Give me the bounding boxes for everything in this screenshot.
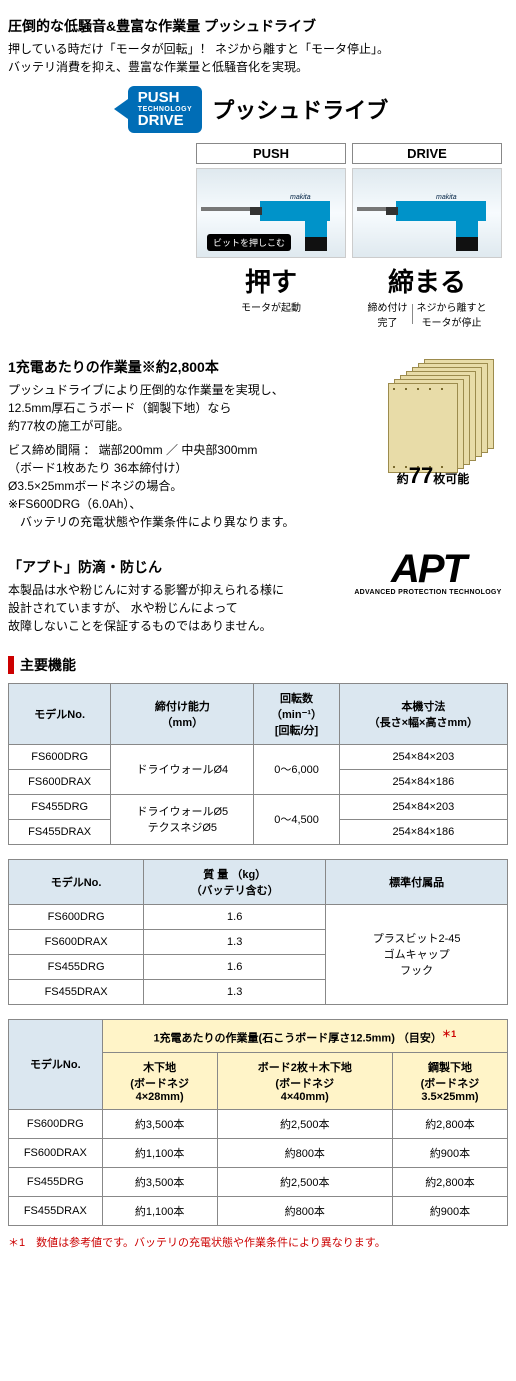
specs-table-1: モデルNo. 締付け能力 （mm） 回転数 （min⁻¹） [回転/分] 本機寸… — [8, 683, 508, 845]
push-sub: モータが起動 — [196, 299, 346, 314]
t3-h-model: モデルNo. — [9, 1019, 103, 1109]
t2-h1: 質 量 （kg） （バッテリ含む） — [144, 859, 326, 904]
table-row: FS600DRAX 約1,100本 約800本 約900本 — [9, 1138, 508, 1167]
svg-text:makita: makita — [436, 194, 457, 201]
work-body2: ビス締め間隔 ： 端部200mm ／ 中央部300mm （ボード1枚あたり 36… — [8, 441, 350, 531]
push-drive-logo: PUSH TECHNOLOGY DRIVE — [128, 86, 202, 133]
table-row: FS455DRG 約3,500本 約2,500本 約2,800本 — [9, 1167, 508, 1196]
table-row: FS455DRG ドライウォールØ5 テクスネジØ5 0～4,500 254×8… — [9, 794, 508, 819]
intro-text: 押している時だけ「モータが回転」！ ネジから離すと「モータ停止」。 バッテリ消費… — [8, 40, 508, 76]
t3-sh2: 鋼製下地 (ボードネジ 3.5×25mm) — [392, 1052, 507, 1109]
accessory-cell: プラスビット2-45 ゴムキャップ フック — [326, 904, 508, 1004]
push-drill-image: makita ビットを押しこむ — [196, 168, 346, 258]
push-caption: ビットを押しこむ — [207, 234, 291, 251]
apt-body: 本製品は水や粉じんに対する影響が抑えられる様に 設計されていますが、 水や粉じん… — [8, 581, 340, 635]
intro-title: 圧倒的な低騒音&豊富な作業量 プッシュドライブ — [8, 16, 508, 36]
apt-logo-main: APT — [348, 549, 508, 589]
t1-h2: 回転数 （min⁻¹） [回転/分] — [254, 683, 339, 744]
t1-h3: 本機寸法 （長さ×幅×高さmm） — [339, 683, 507, 744]
push-label: PUSH — [196, 143, 346, 164]
table-row: FS455DRAX 約1,100本 約800本 約900本 — [9, 1196, 508, 1225]
push-drive-title: プッシュドライブ — [212, 93, 388, 125]
table-row: FS600DRG 1.6 プラスビット2-45 ゴムキャップ フック — [9, 904, 508, 929]
drive-sub2: ネジから離すと モータが停止 — [417, 299, 487, 329]
drive-sub: 締め付け 完了 ネジから離すと モータが停止 — [352, 299, 502, 329]
pd-logo-drive: DRIVE — [138, 113, 192, 129]
t1-h0: モデルNo. — [9, 683, 111, 744]
t2-h2: 標準付属品 — [326, 859, 508, 904]
push-col: PUSH makita ビットを押しこむ 押す モータが起動 — [196, 143, 346, 329]
drive-sub1: 締め付け 完了 — [368, 299, 408, 329]
t1-h1: 締付け能力 （mm） — [111, 683, 254, 744]
t3-h-work: 1充電あたりの作業量(石こうボード厚さ12.5mm) （目安）＊1 — [102, 1019, 507, 1052]
specs-heading: 主要機能 — [8, 655, 508, 675]
table-row: FS600DRG 約3,500本 約2,500本 約2,800本 — [9, 1109, 508, 1138]
svg-text:makita: makita — [290, 194, 311, 201]
apt-section: 「アプト」防滴・防じん 本製品は水や粉じんに対する影響が抑えられる様に 設計され… — [8, 549, 508, 641]
apt-title: 「アプト」防滴・防じん — [8, 557, 340, 577]
apt-logo: APT ADVANCED PROTECTION TECHNOLOGY — [348, 549, 508, 596]
specs-table-3: モデルNo. 1充電あたりの作業量(石こうボード厚さ12.5mm) （目安）＊1… — [8, 1019, 508, 1226]
intro-p1: 押している時だけ「モータが回転」！ ネジから離すと「モータ停止」。 — [8, 42, 389, 56]
t2-h0: モデルNo. — [9, 859, 144, 904]
drive-drill-image: makita — [352, 168, 502, 258]
footnote: ＊1 数値は参考値です。バッテリの充電状態や作業条件により異なります。 — [8, 1234, 508, 1250]
board-graphic: 約77枚可能 — [358, 349, 508, 489]
push-drive-section: PUSH TECHNOLOGY DRIVE プッシュドライブ PUSH maki… — [8, 86, 508, 329]
board-count: 約77枚可能 — [358, 463, 508, 489]
specs-table-2: モデルNo. 質 量 （kg） （バッテリ含む） 標準付属品 FS600DRG … — [8, 859, 508, 1005]
t3-sh1: ボード2枚＋木下地 (ボードネジ 4×40mm) — [217, 1052, 392, 1109]
push-big: 押す — [196, 262, 346, 299]
work-amount-section: 1充電あたりの作業量※約2,800本 プッシュドライブにより圧倒的な作業量を実現… — [8, 349, 508, 537]
table-row: FS600DRG ドライウォールØ4 0～6,000 254×84×203 — [9, 744, 508, 769]
pd-logo-push: PUSH — [138, 90, 192, 106]
specs-heading-text: 主要機能 — [20, 655, 76, 675]
intro-p2: バッテリ消費を抑え、豊富な作業量と低騒音化を実現。 — [8, 60, 308, 74]
drive-label: DRIVE — [352, 143, 502, 164]
work-title: 1充電あたりの作業量※約2,800本 — [8, 357, 350, 377]
work-body1: プッシュドライブにより圧倒的な作業量を実現し、 12.5mm厚石こうボード（鋼製… — [8, 381, 350, 435]
drive-big: 締まる — [352, 262, 502, 299]
drive-col: DRIVE makita 締まる 締め付け 完了 ネジから離すと モータが — [352, 143, 502, 329]
t3-sh0: 木下地 (ボードネジ 4×28mm) — [102, 1052, 217, 1109]
red-mark-icon — [8, 656, 14, 674]
apt-logo-sub: ADVANCED PROTECTION TECHNOLOGY — [348, 589, 508, 596]
